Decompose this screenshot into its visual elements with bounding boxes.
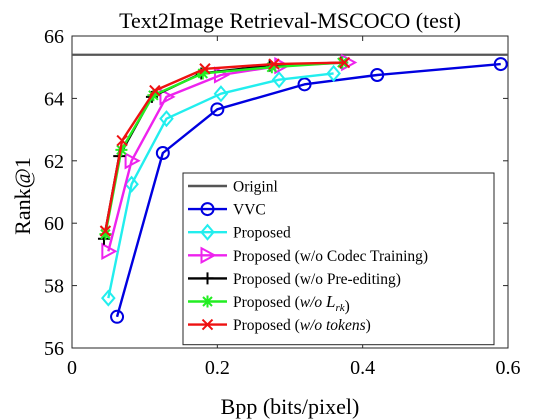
legend-entry-proposed-w-o-pre-editing: Proposed (w/o Pre-editing) [188, 271, 401, 288]
data-point-proposed-w-o-codec-training [124, 152, 141, 170]
data-point-proposed-w-o-l-rk [99, 228, 112, 241]
y-tick-label: 64 [44, 88, 64, 110]
series-line-proposed [107, 72, 334, 299]
legend-entry-proposed-w-o-tokens: Proposed (w/o tokens) [188, 317, 371, 334]
legend-entry-proposed-w-o-l-rk: Proposed (w/o Lrk) [188, 292, 350, 315]
legend-label-proposed-w-o-codec-training: Proposed (w/o Codec Training) [233, 248, 428, 265]
data-point-vvc [155, 146, 170, 160]
y-axis-label: Rank@1 [10, 157, 35, 235]
legend-label-originl: Originl [233, 179, 278, 196]
data-point-vvc [493, 57, 508, 72]
y-tick-label: 66 [44, 26, 64, 48]
data-point-proposed-w-o-tokens [116, 134, 128, 147]
y-tick-label: 60 [44, 213, 64, 235]
legend-entry-proposed-w-o-codec-training: Proposed (w/o Codec Training) [188, 246, 428, 265]
data-point-proposed-w-o-tokens [268, 58, 280, 70]
legend-entry-originl: Originl [188, 179, 278, 196]
data-point-proposed [213, 85, 229, 103]
chart-title: Text2Image Retrieval-MSCOCO (test) [119, 8, 461, 33]
legend-label-proposed: Proposed [233, 225, 291, 242]
y-tick-label: 58 [44, 276, 64, 298]
data-point-vvc [370, 68, 385, 82]
plot-area: 0 0.2 0.4 0.6 56 58 60 62 64 66 [44, 26, 521, 379]
y-tick-label: 62 [44, 151, 64, 173]
x-tick-label: 0.2 [205, 357, 230, 379]
series-proposed [101, 64, 341, 307]
data-point-proposed-w-o-tokens [338, 56, 351, 69]
x-tick-label: 0.4 [350, 357, 375, 379]
y-tick-label: 56 [44, 338, 64, 360]
data-point-vvc [110, 309, 125, 324]
legend-marker-proposed-w-o-pre-editing [201, 272, 214, 285]
series-line-proposed-w-o-tokens [104, 61, 345, 232]
legend-marker-proposed-w-o-l-rk [201, 295, 214, 308]
data-point-vvc [297, 77, 312, 92]
legend: Originl VVC Proposed Proposed (w/o Codec Tr… [182, 172, 495, 346]
data-point-proposed-w-o-tokens [99, 225, 112, 237]
legend-marker-proposed [200, 223, 215, 241]
legend-label-proposed-w-o-tokens: Proposed (w/o tokens) [233, 317, 371, 334]
legend-entry-vvc: VVC [188, 202, 266, 219]
data-point-proposed [101, 289, 116, 307]
data-point-vvc [210, 102, 225, 117]
data-point-proposed [326, 64, 341, 82]
legend-box [182, 172, 495, 346]
data-point-proposed [159, 110, 174, 128]
series-vvc [110, 57, 508, 324]
series-proposed-w-o-tokens [99, 56, 351, 237]
legend-marker-vvc [200, 202, 215, 217]
data-point-proposed [124, 175, 139, 193]
legend-label-proposed-w-o-l-rk: Proposed (w/o Lrk) [233, 292, 350, 315]
legend-marker-proposed-w-o-tokens [201, 318, 214, 331]
data-point-proposed-w-o-codec-training [159, 88, 176, 106]
data-point-proposed-w-o-l-rk [196, 67, 209, 80]
legend-label-vvc: VVC [233, 202, 266, 219]
legend-entry-proposed: Proposed [188, 223, 291, 242]
x-tick-label: 0 [67, 357, 77, 379]
data-point-proposed-w-o-codec-training [101, 242, 118, 260]
series-line-vvc [115, 62, 501, 318]
legend-marker-proposed-w-o-codec-training [200, 246, 217, 264]
axes-box [71, 35, 509, 349]
legend-label-proposed-w-o-pre-editing: Proposed (w/o Pre-editing) [233, 271, 401, 288]
x-tick-label: 0.6 [496, 357, 521, 379]
data-point-proposed-w-o-l-rk [147, 89, 160, 102]
x-axis-label: Bpp (bits/pixel) [221, 394, 360, 419]
data-point-proposed [271, 71, 287, 89]
data-point-proposed-w-o-tokens [149, 84, 161, 97]
data-point-proposed-w-o-tokens [199, 63, 211, 75]
